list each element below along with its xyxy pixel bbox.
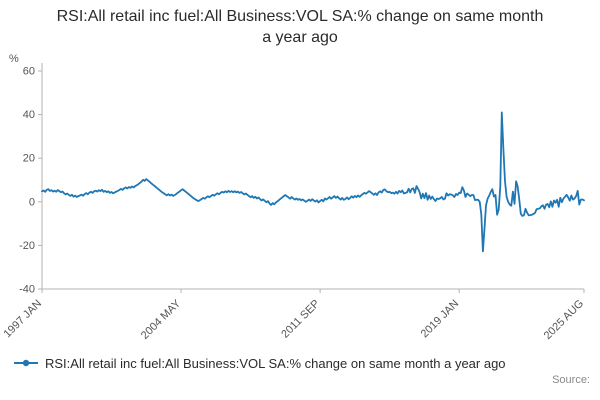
x-tick-label: 2011 SEP (279, 297, 322, 340)
x-tick-label: 2019 JAN (419, 297, 462, 340)
y-tick-label: 20 (23, 152, 35, 164)
y-tick-label: -20 (19, 239, 35, 251)
source-label: Source: (552, 373, 590, 386)
y-tick-label: -40 (19, 283, 35, 295)
y-axis-unit-label: % (9, 53, 19, 65)
y-tick-label: 40 (23, 109, 35, 121)
legend-line-marker-icon (14, 359, 38, 367)
x-tick-label: 2025 AUG (542, 297, 586, 341)
x-tick-label: 1997 JAN (1, 297, 44, 340)
legend: RSI:All retail inc fuel:All Business:VOL… (0, 356, 600, 371)
legend-label: RSI:All retail inc fuel:All Business:VOL… (45, 355, 506, 371)
series-line (41, 111, 585, 252)
y-tick-label: 60 (23, 65, 35, 77)
legend-item[interactable]: RSI:All retail inc fuel:All Business:VOL… (14, 356, 506, 371)
chart-plot: % 60 40 20 0 -20 -40 1997 JAN 2004 MAY 2011 SEP 20… (1, 53, 586, 342)
chart-title: RSI:All retail inc fuel:All Business:VOL… (56, 8, 544, 46)
y-tick-label: 0 (29, 196, 35, 208)
x-tick-label: 2004 MAY (139, 297, 184, 342)
